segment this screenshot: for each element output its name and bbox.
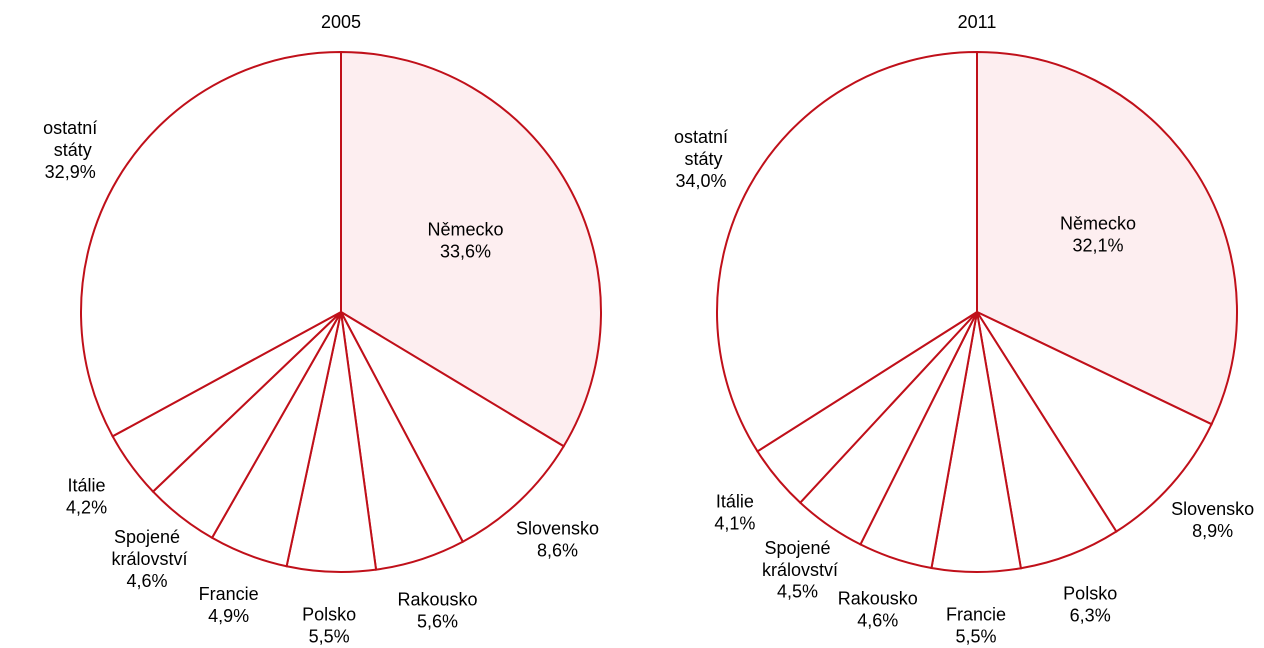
slice-label: Rakousko — [838, 589, 918, 609]
slice-value-label: 4,6% — [126, 571, 167, 591]
slice-label: ostatní státy — [674, 127, 728, 169]
slice-label: Slovensko — [516, 519, 599, 539]
slice-value-label: 4,5% — [777, 582, 818, 602]
slice-label: Spojené království — [757, 538, 838, 580]
slice-value-label: 5,6% — [417, 612, 458, 632]
slice-label: Itálie — [68, 475, 106, 495]
pie-slice — [340, 50, 602, 448]
slice-label: Spojené království — [106, 527, 187, 569]
slice-label: Slovensko — [1171, 499, 1254, 519]
pie-slice — [976, 50, 1238, 426]
pie-slice — [716, 50, 978, 453]
slice-value-label: 4,2% — [66, 497, 107, 517]
slice-label: Německo — [427, 219, 503, 239]
slice-value-label: 5,5% — [955, 627, 996, 647]
slice-label: Rakousko — [397, 590, 477, 610]
slice-label: Itálie — [716, 491, 754, 511]
slice-value-label: 5,5% — [309, 627, 350, 647]
slice-value-label: 34,0% — [675, 171, 726, 191]
slice-value-label: 8,6% — [537, 541, 578, 561]
pie-slice — [338, 309, 566, 544]
slice-value-label: 6,3% — [1070, 606, 1111, 626]
slice-value-label: 4,1% — [714, 513, 755, 533]
pie-slice — [974, 309, 1213, 533]
chart-title: 2011 — [958, 12, 997, 32]
slice-label: ostatní státy — [43, 118, 97, 160]
slice-label: Francie — [946, 605, 1006, 625]
pie-slice — [80, 50, 342, 438]
slice-label: Polsko — [1063, 584, 1117, 604]
slice-value-label: 32,9% — [45, 162, 96, 182]
slice-value-label: 33,6% — [440, 241, 491, 261]
slice-value-label: 4,9% — [208, 606, 249, 626]
slice-label: Francie — [199, 584, 259, 604]
slice-value-label: 8,9% — [1192, 521, 1233, 541]
chart-title: 2005 — [321, 12, 361, 32]
slice-value-label: 32,1% — [1072, 236, 1123, 256]
slice-label: Německo — [1060, 214, 1136, 234]
slice-label: Polsko — [302, 605, 356, 625]
slice-value-label: 4,6% — [857, 611, 898, 631]
